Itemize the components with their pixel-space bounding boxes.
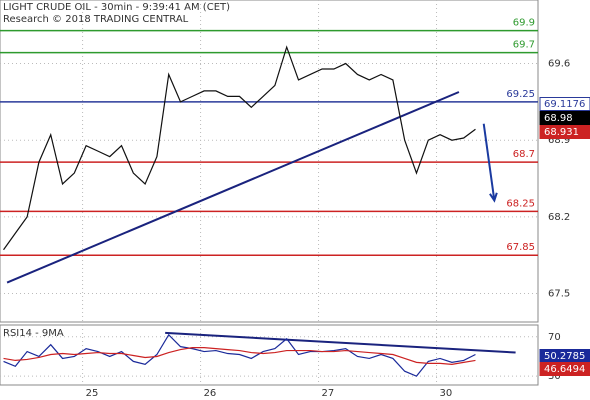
price-panel: [0, 0, 539, 323]
x-tick-label: 30: [440, 388, 453, 399]
series-line: [3, 333, 476, 377]
last-value-label: 50.2785: [544, 351, 585, 362]
last-value-label: 68.931: [544, 127, 579, 138]
last-value-label: 46.6494: [544, 364, 585, 375]
y-tick-label: 68.9: [548, 135, 570, 146]
last-value-box: [539, 362, 590, 376]
level-label: 69.7: [513, 40, 535, 51]
rsi-panel: [0, 324, 539, 386]
y-tick-label: 68.2: [548, 212, 570, 223]
y-tick-label: 30: [548, 371, 561, 382]
level-label: 69.25: [506, 89, 535, 100]
last-value-label: 68.98: [544, 113, 573, 124]
trend-line: [165, 331, 516, 354]
level-label: 67.85: [506, 242, 535, 253]
y-tick-label: 67.5: [548, 289, 570, 300]
level-label: 69.9: [513, 18, 535, 29]
last-value-box: [539, 125, 590, 139]
chart-subtitle: Research © 2018 TRADING CENTRAL: [3, 14, 189, 25]
series-line: [3, 45, 476, 251]
series-line: [3, 347, 476, 365]
x-tick-label: 27: [322, 388, 335, 399]
y-tick-label: 70: [548, 332, 561, 343]
level-label: 68.25: [506, 198, 535, 209]
last-value-box: [539, 97, 590, 111]
arrow: [482, 123, 498, 203]
y-tick-label: 69.6: [548, 59, 570, 70]
chart-title: LIGHT CRUDE OIL - 30min - 9:39:41 AM (CE…: [3, 2, 230, 13]
level-label: 68.7: [513, 149, 535, 160]
last-value-box: [539, 111, 590, 125]
last-value-label: 69.1176: [544, 99, 585, 110]
trend-line: [6, 91, 460, 284]
x-tick-label: 25: [86, 388, 99, 399]
x-tick-label: 26: [204, 388, 217, 399]
rsi-title: RSI14 - 9MA: [3, 328, 64, 339]
